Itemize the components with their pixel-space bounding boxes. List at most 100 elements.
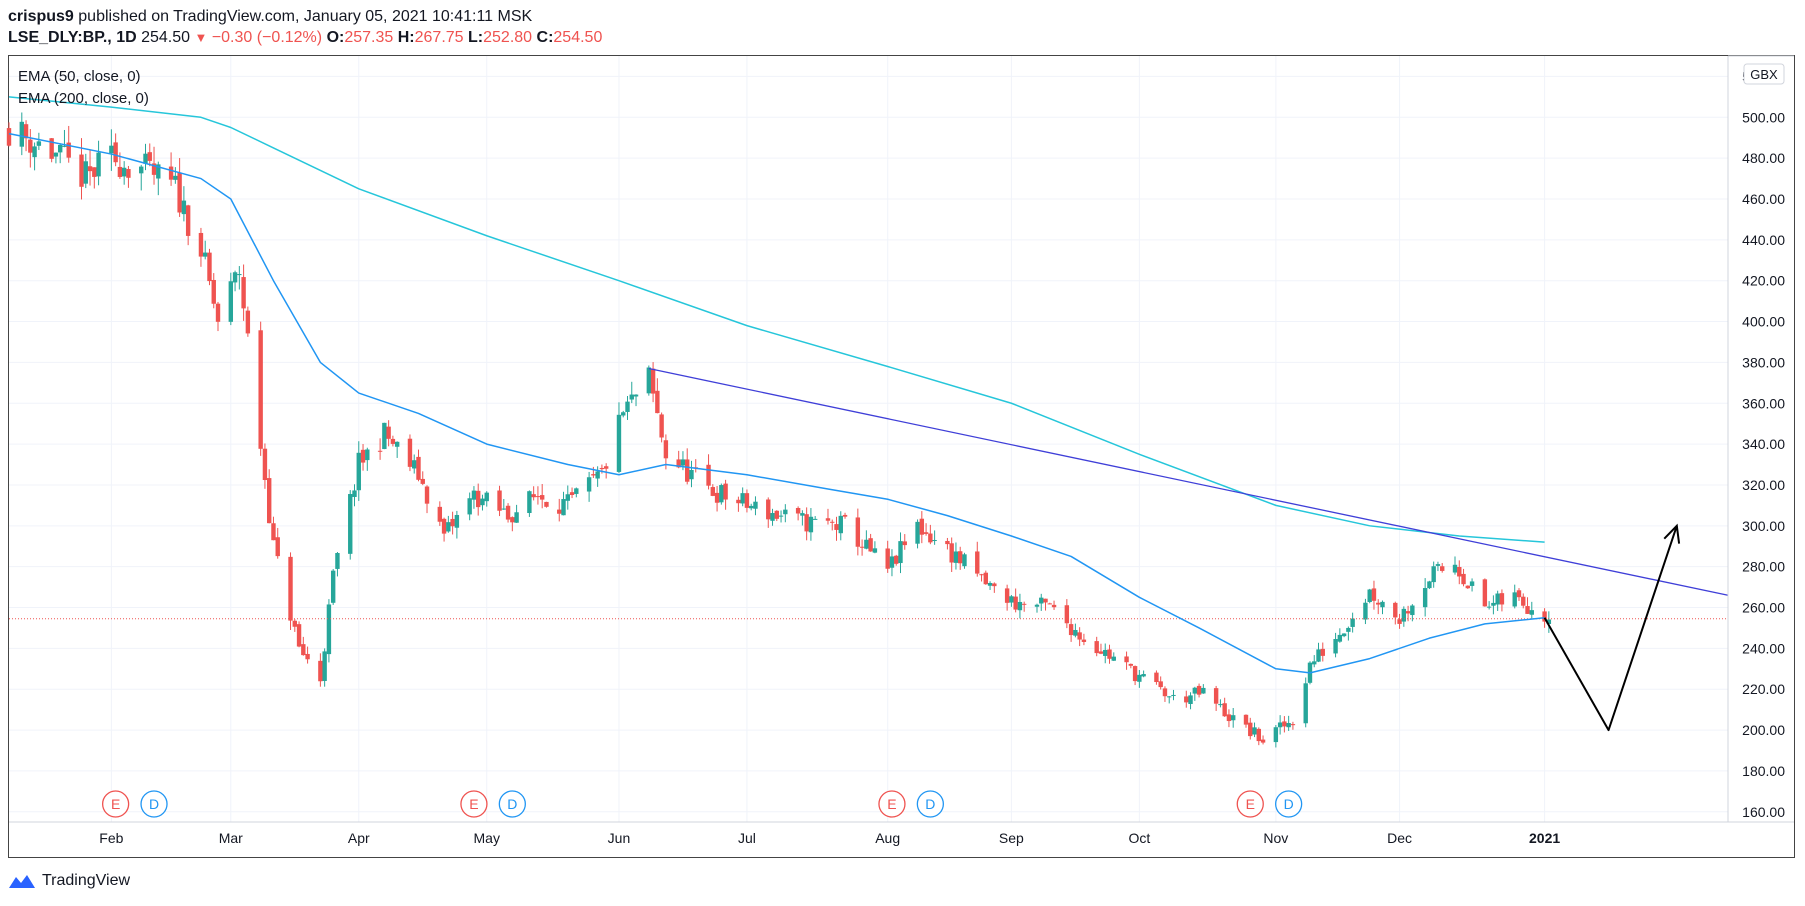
candle-body bbox=[109, 145, 114, 154]
candle-body bbox=[1021, 603, 1027, 605]
candle-body bbox=[1410, 605, 1415, 616]
candle-body bbox=[450, 518, 455, 527]
dividend-marker[interactable]: D bbox=[498, 790, 526, 818]
candle-body bbox=[1222, 703, 1227, 717]
author-name[interactable]: crispus9 bbox=[8, 8, 74, 25]
candle-body bbox=[1068, 624, 1074, 636]
dividend-marker[interactable]: D bbox=[1275, 790, 1303, 818]
time-tick-Sep: Sep bbox=[999, 830, 1024, 846]
candle-body bbox=[834, 524, 839, 530]
candle-body bbox=[1167, 696, 1172, 698]
candle-body bbox=[1128, 663, 1134, 666]
earnings-marker[interactable]: E bbox=[878, 790, 906, 818]
candle-body bbox=[1303, 683, 1308, 724]
price-tick-240: 240.00 bbox=[1742, 640, 1785, 656]
footer-brand[interactable]: TradingView bbox=[8, 872, 130, 890]
candle-body bbox=[557, 509, 562, 514]
candle-body bbox=[535, 496, 541, 498]
marker-label: D bbox=[1284, 796, 1294, 812]
candle-body bbox=[501, 508, 506, 510]
candle-body bbox=[825, 518, 831, 521]
candle-body bbox=[646, 367, 652, 394]
candle-body bbox=[1469, 581, 1475, 586]
candle-body bbox=[62, 145, 67, 147]
marker-label: E bbox=[469, 796, 478, 812]
open-value: 257.35 bbox=[344, 29, 394, 46]
candle-body bbox=[714, 492, 720, 503]
candle-body bbox=[441, 518, 447, 534]
dividend-marker[interactable]: D bbox=[916, 790, 944, 818]
candle-body bbox=[296, 624, 302, 647]
candle-body bbox=[113, 142, 118, 163]
candle-body bbox=[215, 303, 221, 322]
candle-body bbox=[271, 523, 276, 541]
time-tick-Jul: Jul bbox=[738, 830, 756, 846]
candle-body bbox=[1196, 685, 1202, 695]
marker-circle bbox=[1275, 790, 1303, 818]
candle-body bbox=[377, 450, 383, 452]
candle-body bbox=[446, 522, 451, 532]
candle-body bbox=[527, 491, 532, 514]
time-tick-Nov: Nov bbox=[1263, 830, 1288, 846]
candle-body bbox=[1346, 627, 1351, 632]
ema200-legend[interactable]: EMA (200, close, 0) bbox=[18, 90, 149, 107]
candle-body bbox=[228, 281, 234, 322]
candle-body bbox=[842, 514, 848, 517]
earnings-marker[interactable]: E bbox=[1236, 790, 1264, 818]
symbol-label[interactable]: LSE_DLY:BP., 1D bbox=[8, 29, 137, 46]
candle-body bbox=[514, 512, 519, 523]
candle-body bbox=[723, 483, 728, 500]
candle-body bbox=[437, 506, 443, 522]
candle-body bbox=[1124, 656, 1129, 663]
earnings-marker[interactable]: E bbox=[460, 790, 488, 818]
candle-body bbox=[365, 449, 370, 461]
candle-body bbox=[975, 551, 980, 574]
earnings-marker[interactable]: E bbox=[101, 790, 130, 818]
candle-body bbox=[1405, 611, 1411, 614]
candle-body bbox=[326, 604, 332, 655]
candle-body bbox=[1316, 649, 1321, 662]
time-tick-2021: 2021 bbox=[1529, 830, 1560, 846]
time-tick-Aug: Aug bbox=[875, 830, 900, 846]
candle-body bbox=[766, 499, 771, 520]
candle-body bbox=[1073, 630, 1078, 636]
candle-body bbox=[1047, 603, 1052, 605]
candle-body bbox=[1154, 672, 1159, 683]
candle-body bbox=[706, 464, 711, 486]
candle-body bbox=[774, 510, 779, 519]
dividend-marker[interactable]: D bbox=[140, 790, 168, 818]
candle-body bbox=[1461, 573, 1466, 585]
last-price: 254.50 bbox=[141, 29, 191, 46]
candle-body bbox=[382, 422, 387, 450]
candle-body bbox=[561, 499, 566, 516]
candle-body bbox=[808, 516, 814, 533]
candle-body bbox=[198, 232, 204, 257]
candle-body bbox=[1248, 722, 1253, 737]
candle-body bbox=[156, 164, 161, 179]
indicator-lines bbox=[8, 96, 1729, 732]
indicator-legend: EMA (50, close, 0) EMA (200, close, 0) bbox=[18, 66, 149, 110]
price-tick-400: 400.00 bbox=[1742, 314, 1785, 330]
publish-line: crispus9 published on TradingView.com, J… bbox=[8, 8, 532, 26]
candle-body bbox=[962, 554, 967, 567]
price-tick-340: 340.00 bbox=[1742, 436, 1785, 452]
candle-body bbox=[23, 124, 29, 139]
candle-body bbox=[1465, 585, 1471, 589]
candle-body bbox=[689, 469, 694, 480]
close-value: 254.50 bbox=[553, 29, 603, 46]
candle-body bbox=[292, 620, 297, 627]
price-tick-360: 360.00 bbox=[1742, 395, 1785, 411]
candle-body bbox=[855, 517, 861, 547]
candle-body bbox=[1333, 639, 1338, 654]
candle-body bbox=[83, 161, 88, 184]
candle-body bbox=[352, 490, 357, 497]
candle-body bbox=[32, 146, 37, 158]
time-tick-Apr: Apr bbox=[348, 830, 370, 846]
candle-body bbox=[710, 487, 716, 496]
candle-body bbox=[151, 163, 157, 175]
candle-body bbox=[237, 274, 242, 276]
ema50-legend[interactable]: EMA (50, close, 0) bbox=[18, 68, 141, 85]
candle-body bbox=[740, 493, 745, 504]
